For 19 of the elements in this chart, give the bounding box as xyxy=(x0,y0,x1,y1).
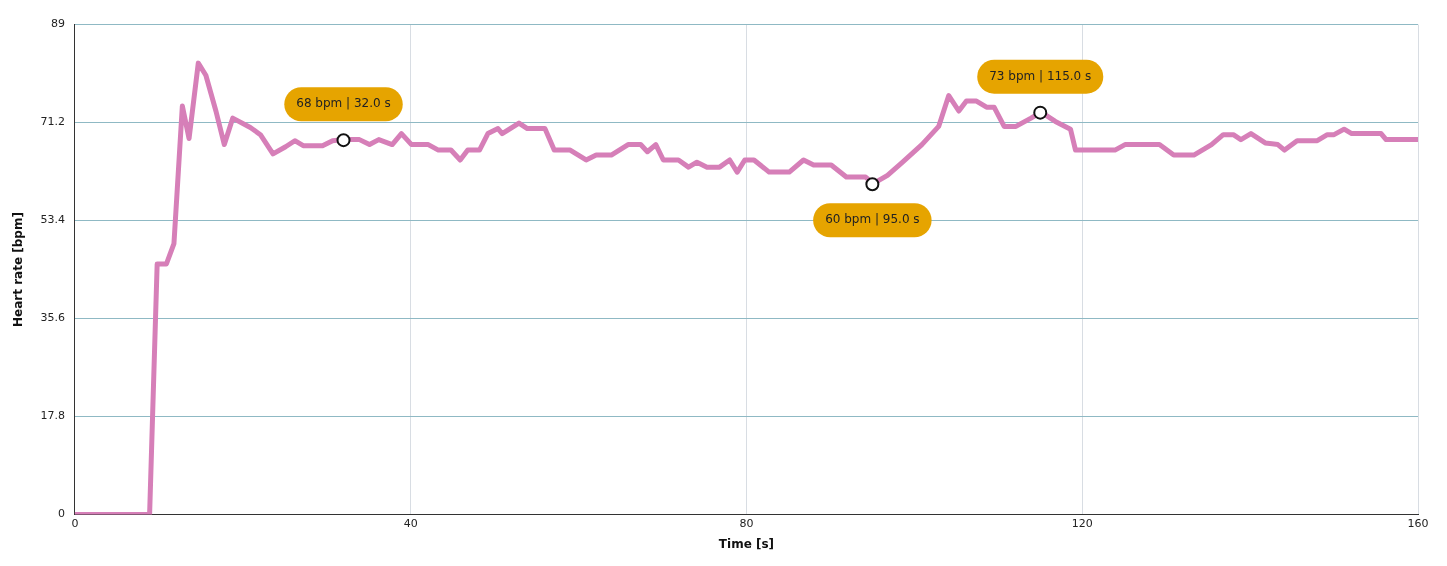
y-axis-title: Heart rate [bpm] xyxy=(11,212,26,327)
y-tick-label: 17.8 xyxy=(40,409,65,423)
data-label: 60 bpm | 95.0 s xyxy=(825,212,920,227)
y-tick-label: 35.6 xyxy=(40,311,65,325)
x-tick-label: 80 xyxy=(739,516,754,530)
y-tick-label: 53.4 xyxy=(40,213,65,227)
point xyxy=(865,177,880,192)
point xyxy=(1033,105,1048,120)
x-tick-label: 40 xyxy=(403,516,418,530)
y-tick-label: 89 xyxy=(50,17,65,31)
x-tick-label: 0 xyxy=(71,516,79,530)
x-tick-label: 120 xyxy=(1071,516,1093,530)
x-tick-label: 160 xyxy=(1407,516,1429,530)
x-axis-title: Time [s] xyxy=(718,536,775,551)
y-tick-label: 0 xyxy=(57,507,65,521)
data-label: 73 bpm | 115.0 s xyxy=(989,68,1092,83)
point xyxy=(336,133,351,148)
y-tick-label: 71.2 xyxy=(40,115,65,129)
data-label: 68 bpm | 32.0 s xyxy=(296,96,391,111)
